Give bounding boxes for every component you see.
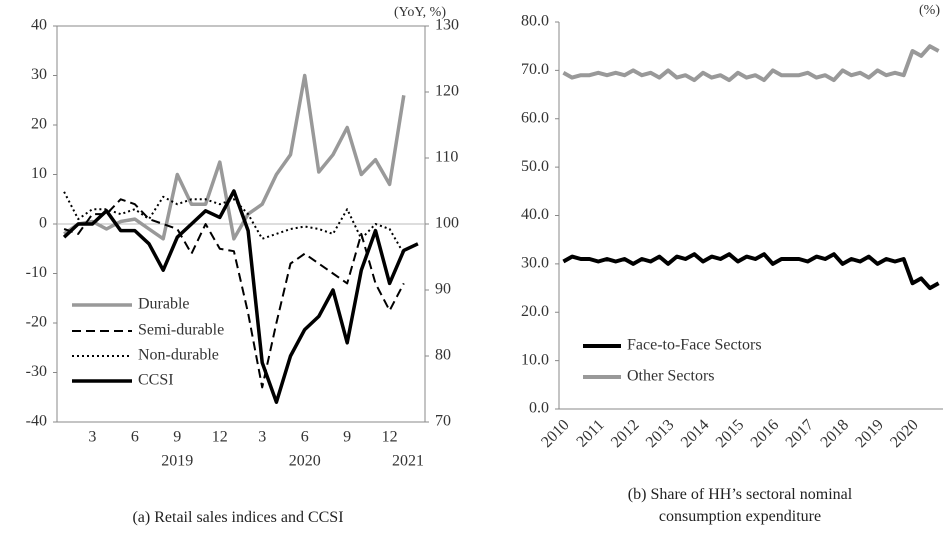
y2-tick-label: 70 [435, 413, 451, 430]
series-line [562, 44, 940, 83]
x-tick-label: 2016 [748, 416, 783, 451]
unit-label: (%) [919, 3, 940, 18]
x-tick-label: 9 [173, 429, 181, 446]
y2-tick-label: 90 [435, 281, 451, 298]
x-tick-label: 3 [88, 429, 96, 446]
y-tick-label: 10 [31, 165, 47, 182]
y-tick-label: -40 [26, 413, 47, 430]
legend-label: Semi-durable [138, 322, 224, 339]
y-tick-label: 40.0 [521, 206, 549, 223]
y-tick-label: 30 [31, 66, 47, 83]
x-tick-label: 2012 [608, 416, 643, 451]
y-tick-label: 20.0 [521, 303, 549, 320]
x-tick-label: 2017 [783, 416, 818, 451]
y-tick-label: 0.0 [529, 400, 549, 417]
x-tick-label: 2014 [678, 416, 713, 451]
y2-tick-label: 100 [435, 215, 459, 232]
x-tick-label: 2011 [573, 416, 607, 450]
y-tick-label: 10.0 [521, 351, 549, 368]
y-tick-label: -30 [26, 363, 47, 380]
y-tick-label: -10 [26, 264, 47, 281]
series-line [562, 252, 940, 291]
y-tick-label: -20 [26, 314, 47, 331]
x-tick-label: 6 [301, 429, 309, 446]
y2-tick-label: 120 [435, 83, 459, 100]
y2-tick-label: 110 [435, 149, 458, 166]
y-tick-label: 70.0 [521, 61, 549, 78]
y-tick-label: 30.0 [521, 255, 549, 272]
y-tick-label: 80.0 [521, 13, 549, 30]
legend-label: Other Sectors [627, 368, 715, 385]
x-tick-label: 6 [131, 429, 139, 446]
legend-label: CCSI [138, 372, 174, 389]
x-tick-label: 12 [212, 429, 228, 446]
series-line [63, 198, 405, 389]
x-tick-label: 2019 [852, 416, 887, 451]
x-tick-label: 2013 [643, 416, 678, 451]
x-tick-label: 12 [382, 429, 398, 446]
x-group-label: 2020 [289, 453, 321, 470]
y2-tick-label: 80 [435, 347, 451, 364]
series-line [62, 189, 419, 404]
y-tick-label: 0 [39, 215, 47, 232]
legend-label: Durable [138, 296, 190, 313]
y2-tick-label: 130 [435, 17, 459, 34]
y-tick-label: 40 [31, 17, 47, 34]
x-tick-label: 2018 [817, 416, 852, 451]
legend-label: Face-to-Face Sectors [627, 337, 762, 354]
caption-b: (b) Share of HH’s sectoral nominal consu… [627, 486, 853, 525]
x-tick-label: 2010 [538, 416, 573, 451]
caption-a: (a) Retail sales indices and CCSI [132, 509, 344, 526]
series-line [63, 73, 406, 241]
y-tick-label: 20 [31, 116, 47, 133]
series-line [63, 191, 405, 255]
x-group-label: 2021 [392, 453, 424, 470]
x-tick-label: 9 [343, 429, 351, 446]
legend-label: Non-durable [138, 347, 219, 364]
y-tick-label: 50.0 [521, 158, 549, 175]
y-tick-label: 60.0 [521, 109, 549, 126]
x-tick-label: 2015 [713, 416, 748, 451]
x-tick-label: 3 [258, 429, 266, 446]
x-group-label: 2019 [161, 453, 193, 470]
unit-label: (YoY, %) [394, 5, 446, 20]
x-tick-label: 2020 [887, 416, 922, 451]
